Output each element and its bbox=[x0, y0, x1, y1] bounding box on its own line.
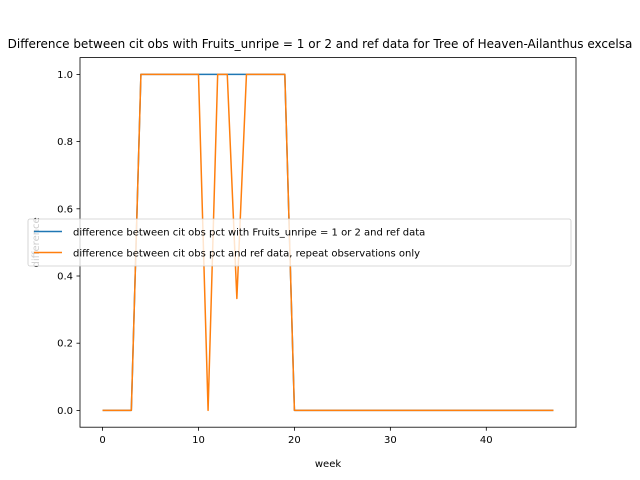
x-tick-label: 20 bbox=[288, 435, 301, 446]
x-tick-label: 40 bbox=[480, 435, 493, 446]
y-tick-label: 0.2 bbox=[57, 339, 73, 350]
y-tick-label: 0.4 bbox=[57, 272, 73, 283]
y-axis: 0.0 0.2 0.4 0.6 0.8 1.0 bbox=[57, 70, 80, 417]
legend-label-0: difference between cit obs pct with Frui… bbox=[73, 228, 425, 239]
y-tick-label: 0.8 bbox=[57, 137, 73, 148]
legend-box bbox=[27, 218, 572, 267]
legend-label-1: difference between cit obs pct and ref d… bbox=[73, 249, 420, 260]
x-axis: 0 10 20 30 40 bbox=[99, 427, 493, 446]
series-layer bbox=[102, 73, 554, 412]
y-tick-label: 0.6 bbox=[57, 204, 73, 215]
y-tick-label: 0.0 bbox=[57, 406, 73, 417]
legend: difference between cit obs pct with Frui… bbox=[27, 218, 572, 267]
y-tick-label: 1.0 bbox=[57, 70, 73, 81]
x-tick-label: 10 bbox=[192, 435, 205, 446]
series-line-1 bbox=[102, 73, 554, 412]
chart-title: Difference between cit obs with Fruits_u… bbox=[8, 37, 633, 51]
x-tick-label: 30 bbox=[384, 435, 397, 446]
x-tick-label: 0 bbox=[99, 435, 105, 446]
x-axis-label: week bbox=[315, 459, 341, 470]
